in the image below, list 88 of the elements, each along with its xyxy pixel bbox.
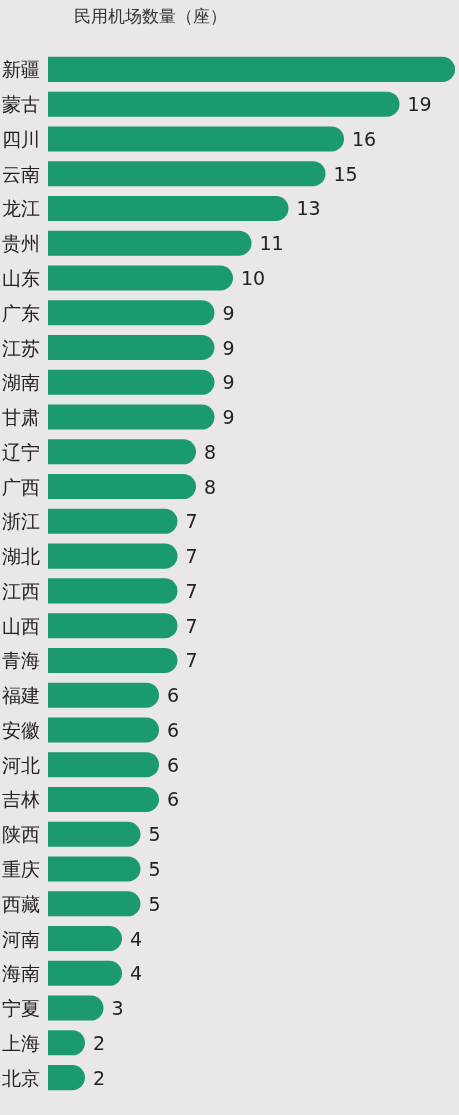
- y-tick-label: 宁夏: [2, 997, 40, 1020]
- y-tick-label: 海南: [2, 962, 40, 985]
- bar: [48, 230, 252, 256]
- bar: [48, 891, 141, 917]
- data-label: 6: [167, 718, 180, 741]
- data-label: 4: [130, 927, 143, 950]
- y-tick-label: 福建: [2, 684, 40, 707]
- data-label: 9: [222, 371, 235, 394]
- bar: [48, 161, 326, 187]
- bar: [48, 995, 104, 1021]
- bar: [48, 856, 141, 882]
- y-tick-label: 重庆: [2, 858, 40, 881]
- y-tick-label: 广西: [2, 475, 40, 498]
- bar: [48, 752, 159, 778]
- bar: [48, 369, 215, 395]
- bar: [48, 821, 141, 847]
- y-tick-label: 新疆: [2, 58, 40, 81]
- data-label: 8: [204, 440, 217, 463]
- bar: [48, 439, 196, 465]
- y-tick-label: 贵州: [2, 232, 40, 255]
- data-label: 13: [296, 197, 321, 220]
- bar: [48, 56, 455, 82]
- data-label: 6: [167, 788, 180, 811]
- y-tick-label: 广东: [2, 301, 40, 324]
- data-label: 16: [352, 127, 377, 150]
- data-label: 7: [185, 614, 198, 637]
- y-tick-label: 西藏: [2, 892, 40, 915]
- y-tick-label: 吉林: [2, 788, 40, 811]
- y-tick-label: 甘肃: [2, 406, 40, 429]
- data-label: 5: [148, 892, 161, 915]
- bar: [48, 647, 178, 673]
- data-label: 5: [148, 823, 161, 846]
- data-label: 6: [167, 753, 180, 776]
- y-tick-label: 安徽: [2, 718, 40, 741]
- data-label: 9: [222, 301, 235, 324]
- bar: [48, 508, 178, 534]
- y-tick-label: 山西: [2, 614, 40, 637]
- bar: [48, 578, 178, 604]
- y-tick-label: 蒙古: [2, 93, 40, 116]
- data-label: 10: [241, 266, 266, 289]
- data-label: 7: [185, 579, 198, 602]
- data-label: 6: [167, 684, 180, 707]
- data-label: 9: [222, 406, 235, 429]
- bar: [48, 91, 400, 117]
- y-tick-label: 北京: [2, 1066, 40, 1089]
- y-tick-label: 青海: [2, 649, 40, 672]
- y-tick-label: 四川: [2, 127, 40, 150]
- bar: [48, 126, 344, 152]
- bar: [48, 265, 233, 291]
- bar: [48, 474, 196, 500]
- y-tick-label: 云南: [2, 162, 40, 185]
- data-label: 8: [204, 475, 217, 498]
- y-tick-label: 湖南: [2, 371, 40, 394]
- bar: [48, 717, 159, 743]
- y-tick-label: 上海: [2, 1031, 40, 1054]
- y-tick-label: 浙江: [2, 510, 40, 533]
- data-label: 7: [185, 649, 198, 672]
- data-label: 9: [222, 336, 235, 359]
- bar: [48, 786, 159, 812]
- bar: [48, 195, 289, 221]
- chart-title: 民用机场数量（座）: [73, 6, 227, 26]
- bar: [48, 300, 215, 326]
- data-label: 5: [148, 858, 161, 881]
- y-tick-label: 陕西: [2, 823, 40, 846]
- y-tick-label: 江西: [2, 579, 40, 602]
- data-label: 7: [185, 510, 198, 533]
- y-tick-label: 辽宁: [2, 440, 40, 463]
- y-tick-label: 江苏: [2, 336, 40, 359]
- y-tick-label: 山东: [2, 266, 40, 289]
- bar: [48, 613, 178, 639]
- y-tick-label: 河南: [2, 927, 40, 950]
- bar: [48, 926, 122, 952]
- data-label: 2: [93, 1031, 106, 1054]
- y-tick-label: 湖北: [2, 545, 40, 568]
- data-label: 3: [111, 997, 124, 1020]
- bar: [48, 960, 122, 986]
- data-label: 7: [185, 545, 198, 568]
- bar: [48, 335, 215, 361]
- data-label: 19: [407, 93, 432, 116]
- data-label: 11: [259, 232, 284, 255]
- data-label: 4: [130, 962, 143, 985]
- y-tick-label: 龙江: [2, 197, 40, 220]
- bar: [48, 404, 215, 430]
- bar: [48, 543, 178, 569]
- y-tick-label: 河北: [2, 753, 40, 776]
- bar: [48, 682, 159, 708]
- data-label: 2: [93, 1066, 106, 1089]
- data-label: 15: [333, 162, 358, 185]
